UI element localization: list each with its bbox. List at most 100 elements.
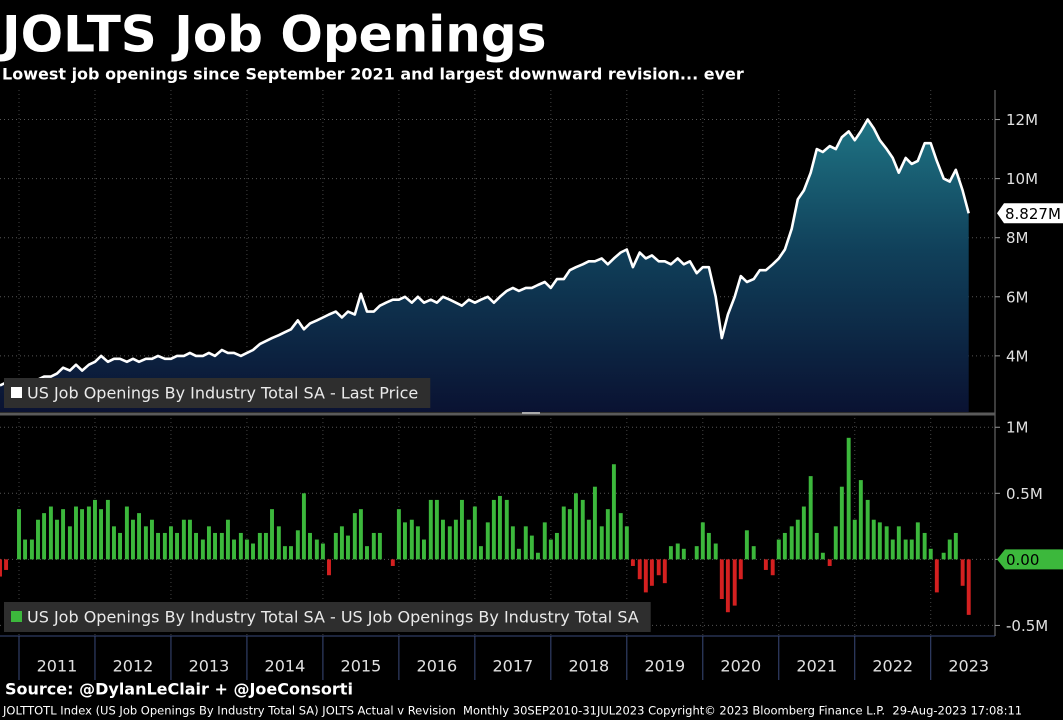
bar: [497, 495, 502, 560]
bar: [491, 499, 496, 560]
bar: [700, 522, 705, 560]
bar: [105, 499, 110, 560]
bar: [295, 530, 300, 560]
bar: [586, 519, 591, 560]
bar: [510, 526, 515, 560]
chart-title: JOLTS Job Openings: [0, 6, 546, 64]
bar: [656, 559, 661, 576]
source: Source: @DylanLeClair + @JoeConsorti: [5, 680, 353, 699]
bar: [814, 532, 819, 560]
bar: [795, 519, 800, 560]
bar: [668, 546, 673, 560]
bar: [4, 559, 9, 570]
y-tick-label: -0.5M: [1006, 617, 1048, 635]
bar: [611, 464, 616, 560]
legend-box: [4, 602, 651, 632]
bar: [244, 539, 249, 560]
bar: [478, 546, 483, 560]
bar: [694, 546, 699, 560]
bar: [61, 509, 66, 560]
bar: [529, 535, 534, 560]
bar: [763, 559, 768, 570]
bar: [706, 532, 711, 560]
bar: [662, 559, 667, 584]
bar: [257, 532, 262, 560]
area: [0, 119, 969, 412]
bar: [782, 532, 787, 560]
x-tick-label: 2023: [948, 657, 989, 676]
bar: [858, 480, 863, 560]
bar: [251, 543, 255, 560]
bar: [472, 506, 477, 560]
bar: [896, 526, 901, 560]
bar: [820, 552, 825, 560]
x-tick-label: 2012: [113, 657, 154, 676]
x-tick-label: 2018: [568, 657, 609, 676]
bar: [903, 539, 908, 560]
bar: [725, 559, 730, 613]
bar: [453, 519, 458, 560]
bar: [377, 532, 382, 560]
footer: JOLTTOTL Index (US Job Openings By Indus…: [2, 704, 1022, 718]
legend-label: US Job Openings By Industry Total SA - L…: [27, 384, 418, 403]
bar: [23, 539, 28, 560]
bar: [421, 539, 426, 560]
bar: [156, 532, 160, 560]
last-value-label: 8.827M: [1005, 205, 1061, 223]
bar: [751, 546, 756, 560]
y-tick-label: 8M: [1006, 229, 1029, 247]
bar: [890, 539, 895, 560]
bar: [934, 559, 939, 593]
bar: [55, 519, 59, 560]
bar: [428, 499, 433, 560]
bar: [504, 499, 509, 560]
bar: [415, 526, 420, 560]
bar: [941, 552, 946, 560]
chart-subtitle: Lowest job openings since September 2021…: [2, 65, 744, 84]
bar: [770, 559, 775, 576]
bar: [149, 519, 154, 560]
bar: [542, 522, 547, 560]
bar: [744, 530, 749, 560]
bar: [86, 506, 91, 560]
bar: [130, 519, 135, 560]
bar: [624, 526, 629, 560]
bar: [554, 532, 559, 560]
bar: [327, 559, 331, 576]
bar: [605, 509, 610, 560]
bar: [947, 539, 952, 560]
bar: [225, 519, 230, 560]
bar: [175, 532, 179, 560]
y-tick-label: 0.5M: [1006, 485, 1043, 503]
bar: [909, 539, 914, 560]
bar: [434, 499, 439, 560]
bar: [630, 559, 635, 566]
bar: [206, 526, 211, 560]
bar: [833, 526, 838, 560]
y-tick-label: 10M: [1006, 170, 1038, 188]
bar: [219, 532, 224, 560]
bar: [637, 559, 642, 580]
bar: [915, 522, 920, 560]
x-tick-label: 2013: [189, 657, 230, 676]
bar: [852, 519, 857, 560]
bar: [573, 493, 578, 560]
bar: [580, 499, 585, 560]
bar: [523, 526, 528, 560]
legend-swatch: [11, 387, 22, 398]
bar: [440, 519, 445, 560]
x-tick-label: 2017: [492, 657, 533, 676]
bar: [48, 506, 53, 560]
bar: [409, 519, 414, 560]
bar: [922, 532, 927, 560]
bar: [99, 509, 104, 560]
bar: [282, 546, 287, 560]
bar: [181, 519, 186, 560]
bar: [675, 543, 680, 560]
bar: [466, 519, 471, 560]
bar: [200, 539, 205, 560]
labels: 4M 6M 8M 10M 12M 8.827M US Job Openings By Ind…: [4, 111, 1063, 676]
y-tick-label: 6M: [1006, 288, 1029, 306]
bar: [865, 499, 870, 560]
